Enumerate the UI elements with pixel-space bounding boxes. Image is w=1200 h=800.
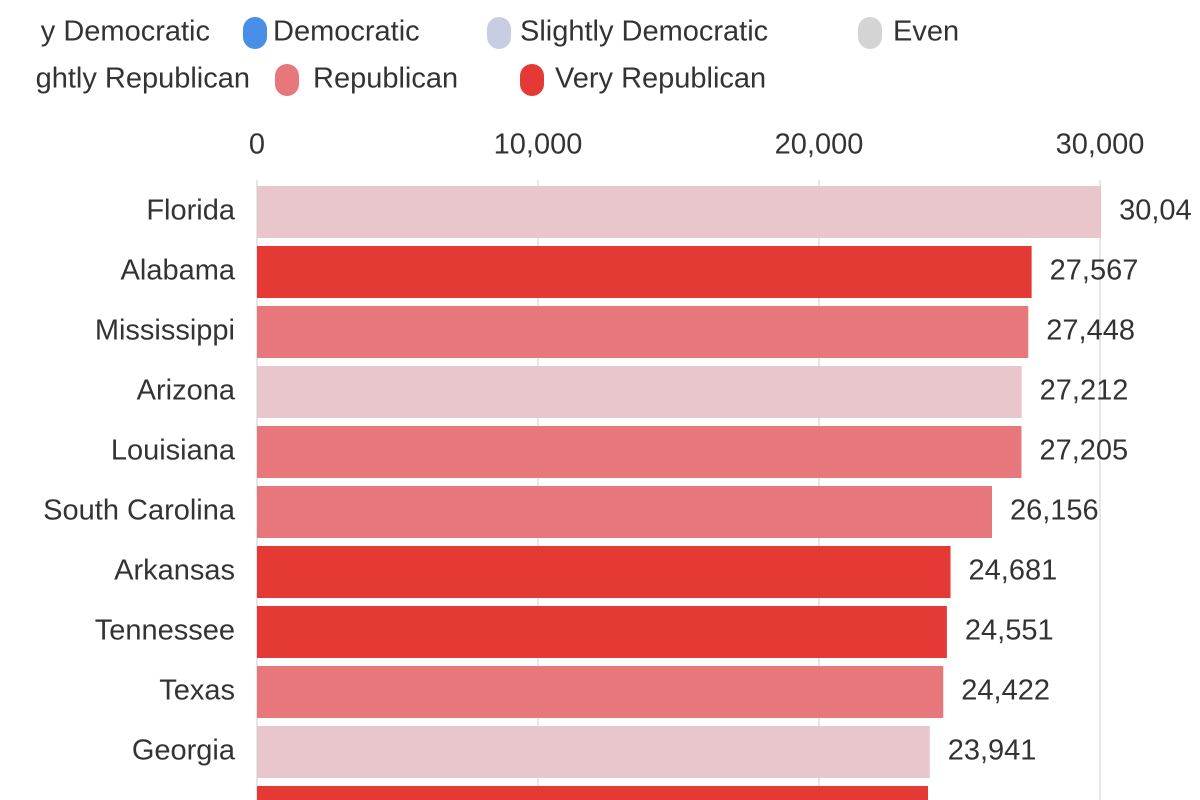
legend-label: Slightly Democratic [520,16,768,48]
bar [257,606,947,658]
bar [257,786,929,800]
x-tick-label: 30,000 [1056,129,1145,161]
value-label: 26,156 [1010,495,1099,527]
value-label: 24,422 [961,675,1050,707]
category-label: Alabama [121,255,236,287]
bar [257,306,1029,358]
value-label: 27,212 [1040,375,1129,407]
legend-label: Democratic [273,16,420,48]
value-label: 27,205 [1039,435,1128,467]
category-label: Arkansas [114,555,235,587]
legend-swatch [275,64,299,96]
legend-swatch [520,64,544,96]
value-label: 23,941 [948,735,1037,767]
x-tick-label: 0 [249,129,265,161]
bar [257,486,992,538]
legend-label: ghtly Republican [36,63,250,95]
bar [257,366,1022,418]
category-label: Tennessee [95,615,235,647]
value-label: 24,681 [969,555,1058,587]
legend-label: y Democratic [41,16,210,48]
bar [257,666,944,718]
legend-swatch [243,17,267,49]
category-label: Arizona [137,375,236,407]
x-tick-label: 20,000 [775,129,864,161]
legend-label: Very Republican [555,63,766,95]
category-label: Georgia [132,735,236,767]
category-label: South Carolina [43,495,236,527]
category-label: Louisiana [111,435,236,467]
bar [257,246,1032,298]
bar [257,186,1102,238]
value-label: 30,04 [1119,195,1192,227]
value-label: 27,567 [1050,255,1139,287]
bar [257,726,930,778]
legend-swatch [487,17,511,49]
legend-label: Even [893,16,959,48]
value-label: 27,448 [1046,315,1135,347]
category-label: Florida [146,195,236,227]
category-label: Texas [159,675,235,707]
legend-label: Republican [313,63,458,95]
category-label: Mississippi [95,315,235,347]
bar [257,426,1022,478]
value-label: 24,551 [965,615,1054,647]
x-tick-label: 10,000 [494,129,583,161]
legend-swatch [858,17,882,49]
bar [257,546,951,598]
